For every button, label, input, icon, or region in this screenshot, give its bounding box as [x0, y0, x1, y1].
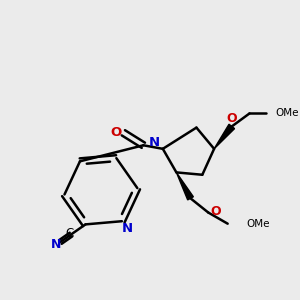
Polygon shape [214, 124, 235, 149]
Text: OMe: OMe [275, 108, 299, 118]
Text: N: N [122, 222, 133, 236]
Polygon shape [176, 172, 194, 200]
Text: N: N [149, 136, 160, 149]
Text: O: O [211, 206, 221, 218]
Text: C: C [65, 227, 73, 241]
Text: O: O [110, 126, 121, 139]
Text: N: N [50, 238, 61, 251]
Text: O: O [226, 112, 236, 125]
Text: OMe: OMe [247, 219, 270, 229]
